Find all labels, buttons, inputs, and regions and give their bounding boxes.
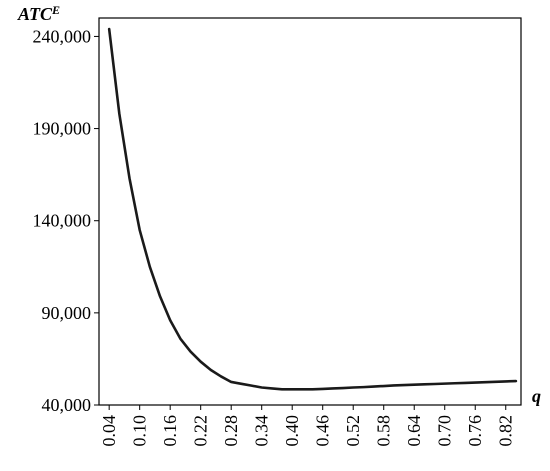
atc-series-line	[107, 27, 518, 391]
y-tick-label: 40,000	[42, 395, 92, 415]
x-tick-label: 0.16	[160, 415, 180, 447]
y-axis-title: ATCE	[17, 3, 60, 24]
y-tick-label: 90,000	[42, 303, 92, 323]
x-tick-label: 0.64	[404, 415, 424, 447]
x-tick-label: 0.70	[435, 415, 455, 447]
y-tick-label: 190,000	[33, 119, 92, 139]
x-axis-ticks: 0.04 0.10 0.16 0.22 0.28 0.34 0.40 0.46 0.52 0.58…	[99, 405, 516, 447]
x-tick-label: 0.28	[221, 415, 241, 447]
x-tick-label: 0.76	[465, 415, 485, 447]
x-tick-label: 0.58	[374, 415, 394, 447]
x-tick-label: 0.04	[99, 415, 119, 447]
x-tick-label: 0.34	[252, 415, 272, 447]
y-tick-label: 140,000	[33, 211, 92, 231]
plot-frame	[98, 17, 522, 406]
x-axis-title: q	[532, 386, 541, 406]
x-tick-label: 0.40	[282, 415, 302, 447]
y-tick-label: 240,000	[33, 26, 92, 46]
x-tick-label: 0.82	[496, 415, 516, 447]
x-tick-label: 0.22	[191, 415, 211, 447]
x-tick-label: 0.10	[130, 415, 150, 447]
x-tick-label: 0.46	[313, 415, 333, 447]
y-axis-ticks: 40,000 90,000 140,000 190,000 240,000	[33, 26, 99, 415]
x-tick-label: 0.52	[343, 415, 363, 447]
